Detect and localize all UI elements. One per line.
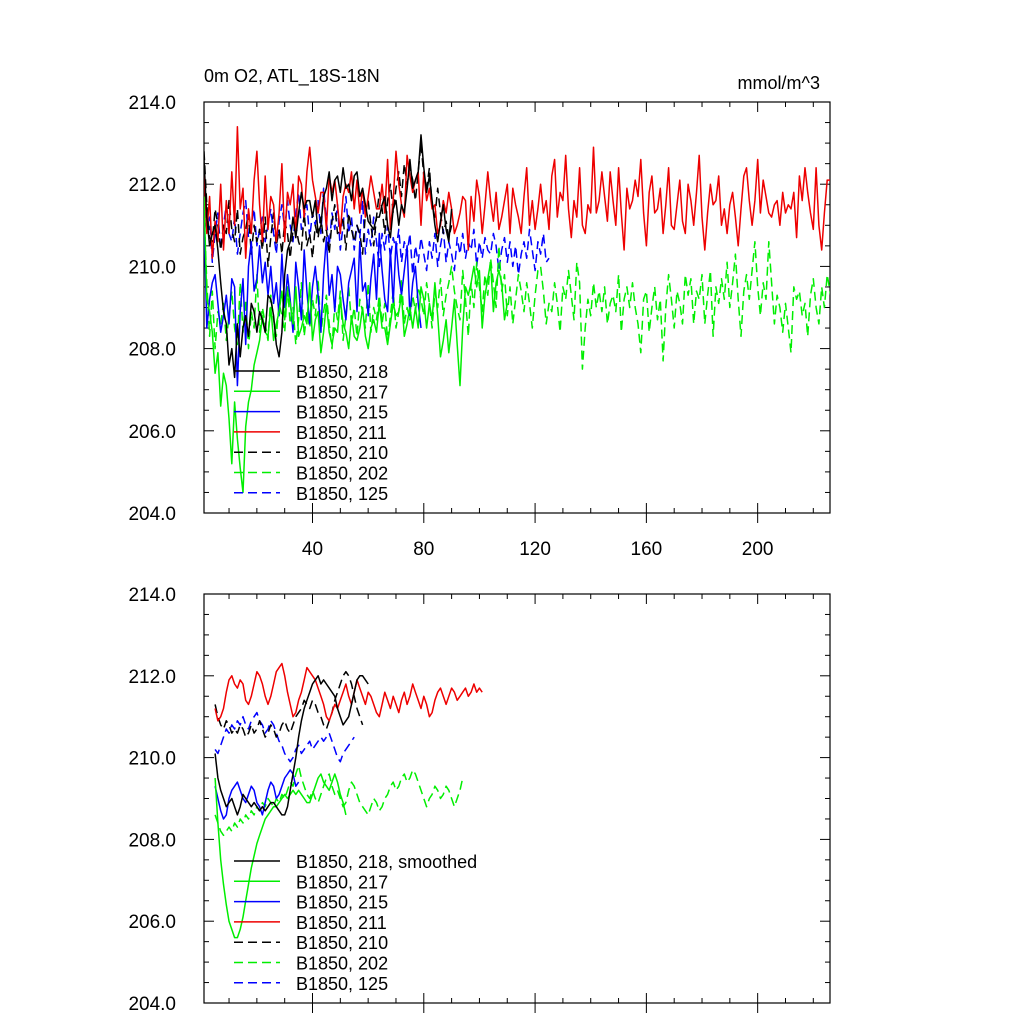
top-series-line-2 <box>204 196 509 494</box>
top-y-tick-label: 212.0 <box>128 175 176 196</box>
bottom-legend-label-6: B1850, 202 <box>296 954 388 974</box>
top-y-tick-label: 206.0 <box>128 422 176 443</box>
bottom-y-tick-label: 204.0 <box>128 994 176 1015</box>
bottom-series-line-1 <box>214 675 369 816</box>
top-legend-label-4: B1850, 211 <box>296 423 387 443</box>
bottom-series-line-5 <box>214 670 364 738</box>
top-series-line-1 <box>204 134 453 379</box>
top-x-tick-label: 40 <box>302 539 323 560</box>
top-legend-label-3: B1850, 215 <box>296 403 388 423</box>
top-legend-label-1: B1850, 218 <box>296 362 388 382</box>
top-x-tick-label: 80 <box>413 539 434 560</box>
chart-title: 0m O2, ATL_18S-18N <box>204 66 380 87</box>
bottom-y-tick-label: 214.0 <box>128 585 176 606</box>
top-y-tick-label: 210.0 <box>128 257 176 278</box>
bottom-legend-label-5: B1850, 210 <box>296 933 388 953</box>
top-y-tick-label: 214.0 <box>128 93 176 114</box>
bottom-legend-label-4: B1850, 211 <box>296 913 387 933</box>
bottom-series-line-4 <box>214 662 483 722</box>
top-x-tick-label: 200 <box>742 539 774 560</box>
bottom-y-tick-label: 212.0 <box>128 667 176 688</box>
top-series-line-4 <box>204 125 830 259</box>
top-legend-label-5: B1850, 210 <box>296 443 388 463</box>
bottom-series-group <box>214 662 483 939</box>
bottom-series-line-2 <box>214 773 347 939</box>
top-legend-label-6: B1850, 202 <box>296 464 388 484</box>
top-y-tick-label: 204.0 <box>128 504 176 525</box>
bottom-series-line-3 <box>214 769 300 820</box>
top-x-tick-label: 120 <box>519 539 551 560</box>
bottom-legend-label-3: B1850, 215 <box>296 893 388 913</box>
top-y-tick-label: 208.0 <box>128 340 176 361</box>
bottom-y-tick-label: 208.0 <box>128 830 176 851</box>
top-panel: 204.0 206.0 208.0 210.0 212.0 214.0 40 80 120 160… <box>128 93 831 560</box>
bottom-panel: 204.0 206.0 208.0 210.0 212.0 214.0 B1850, 218… <box>128 585 831 1015</box>
bottom-series-line-7 <box>214 711 355 763</box>
top-legend-label-2: B1850, 217 <box>296 382 388 402</box>
bottom-y-tick-label: 210.0 <box>128 749 176 770</box>
bottom-legend-label-2: B1850, 217 <box>296 872 388 892</box>
bottom-series-line-6 <box>214 765 464 837</box>
bottom-y-tick-label: 206.0 <box>128 912 176 933</box>
units-label: mmol/m^3 <box>738 73 820 93</box>
top-series-line-6 <box>204 208 830 370</box>
top-series-group <box>204 125 830 494</box>
bottom-legend-label-7: B1850, 125 <box>296 974 388 994</box>
top-series-line-3 <box>204 212 422 387</box>
top-x-tick-label: 160 <box>631 539 663 560</box>
bottom-legend-label-1: B1850, 218, smoothed <box>296 852 477 872</box>
top-legend-label-7: B1850, 125 <box>296 484 388 504</box>
